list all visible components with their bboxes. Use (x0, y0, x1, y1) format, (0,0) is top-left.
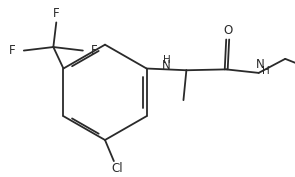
Text: F: F (9, 44, 15, 57)
Text: F: F (91, 44, 98, 57)
Text: N: N (256, 58, 265, 72)
Text: F: F (53, 7, 60, 20)
Text: H: H (163, 55, 170, 65)
Text: Cl: Cl (111, 162, 123, 175)
Text: H: H (262, 66, 270, 76)
Text: N: N (162, 59, 171, 72)
Text: O: O (223, 24, 232, 37)
